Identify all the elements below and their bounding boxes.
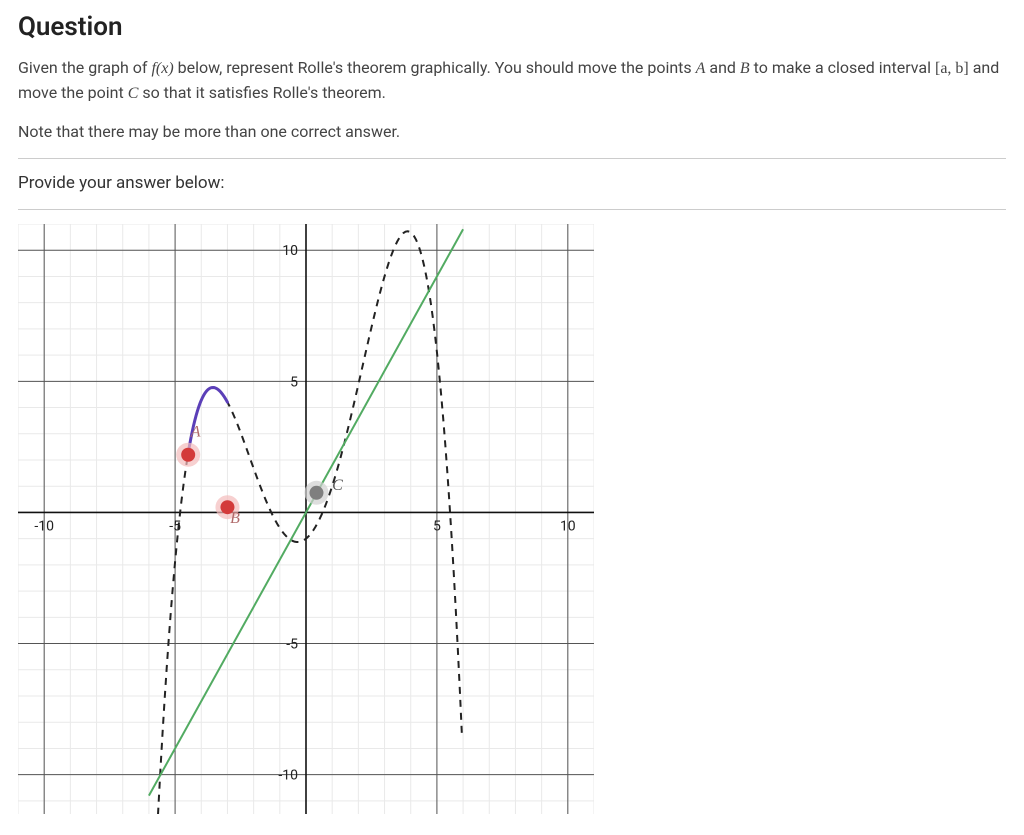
point-label: C (332, 477, 343, 494)
x-tick-label: -10 (34, 518, 54, 534)
x-tick-label: 10 (560, 518, 576, 534)
question-paragraph-1: Given the graph of f(x) below, represent… (18, 56, 1006, 106)
graph-area[interactable]: -10-5510-10-5510ABC (18, 224, 594, 814)
text: so that it satisfies Rolle's theorem. (142, 83, 386, 102)
selected-interval-curve (188, 387, 227, 453)
point-A[interactable]: A (176, 423, 201, 466)
text: and (709, 58, 740, 77)
text: Given the graph of (18, 58, 151, 77)
y-tick-label: -5 (286, 637, 298, 653)
answer-prompt: Provide your answer below: (18, 173, 1006, 193)
point-label: B (230, 510, 240, 527)
separator-2 (18, 209, 1006, 210)
question-body: Given the graph of f(x) below, represent… (18, 56, 1006, 144)
point-label: A (190, 423, 201, 440)
math-C: C (128, 85, 139, 102)
math-A: A (696, 60, 706, 77)
math-B: B (740, 60, 750, 77)
math-fx: f(x) (151, 60, 173, 77)
question-heading: Question (18, 12, 1006, 42)
y-tick-label: 5 (290, 374, 298, 390)
text: below, represent Rolle's theorem graphic… (178, 58, 696, 77)
point-dot (309, 486, 323, 500)
text: to make a closed interval (754, 58, 935, 77)
y-tick-label: -10 (278, 768, 298, 784)
question-paragraph-2: Note that there may be more than one cor… (18, 120, 1006, 144)
separator-1 (18, 158, 1006, 159)
x-tick-label: 5 (433, 518, 441, 534)
math-interval: [a, b] (935, 60, 969, 77)
graph-svg[interactable]: -10-5510-10-5510ABC (18, 224, 594, 814)
point-dot (181, 448, 195, 462)
y-tick-label: 10 (282, 243, 298, 259)
